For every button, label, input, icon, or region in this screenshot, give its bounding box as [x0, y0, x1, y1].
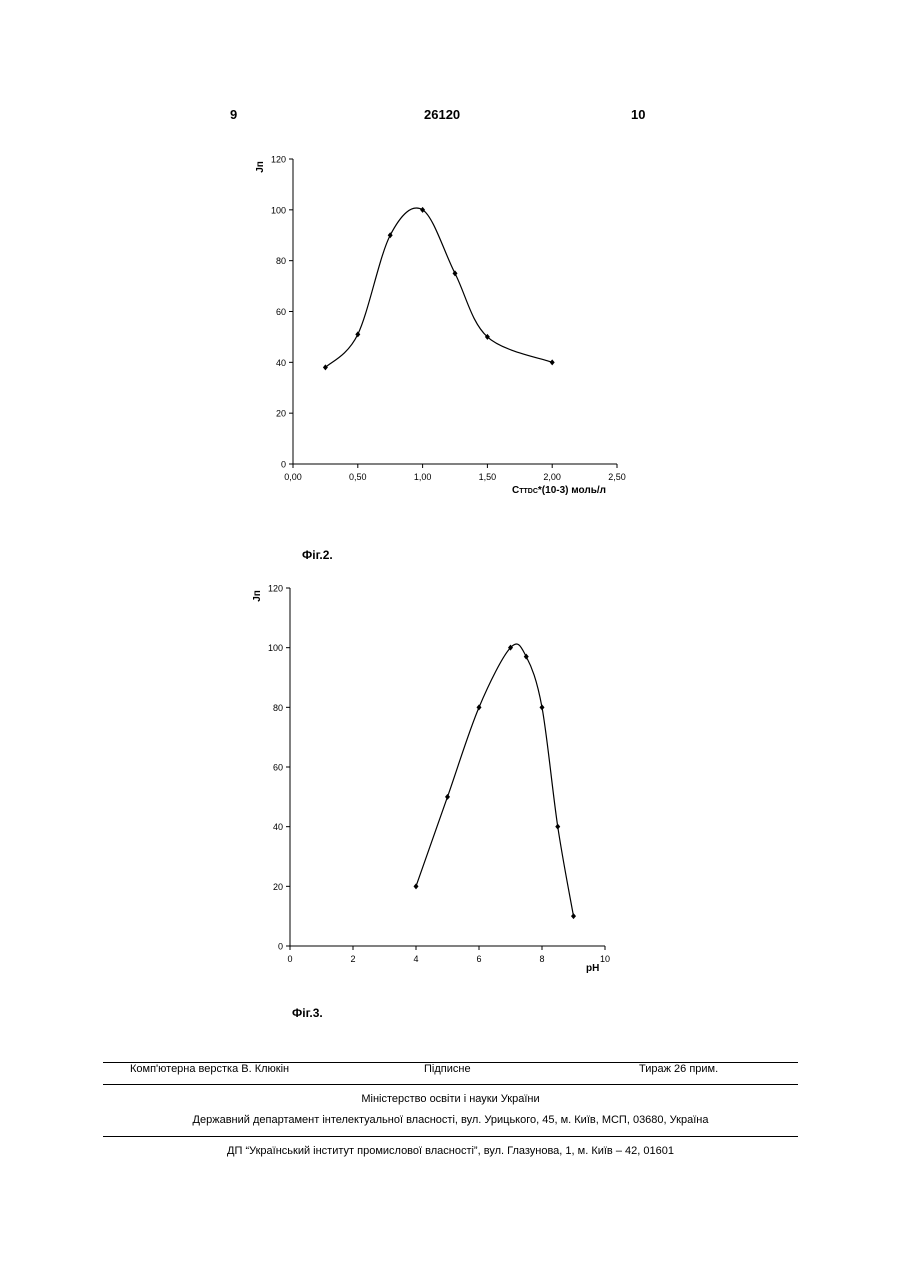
y-tick-label: 60: [273, 763, 283, 773]
x-tick-label: 8: [539, 954, 544, 964]
x-tick-label: 0: [287, 954, 292, 964]
x-axis-label: CTTDC*(10-3) моль/л: [512, 485, 606, 496]
footer-ministry: Міністерство освіти і науки України: [103, 1093, 798, 1105]
data-point: [550, 359, 555, 365]
y-tick-label: 80: [276, 256, 286, 266]
x-tick-label: 2: [350, 954, 355, 964]
y-tick-label: 100: [268, 643, 283, 653]
data-point: [477, 704, 482, 710]
y-axis-label: Jп: [252, 590, 263, 602]
y-tick-label: 0: [278, 942, 283, 952]
x-tick-label: 1,50: [479, 472, 497, 482]
y-tick-label: 40: [273, 822, 283, 832]
y-tick-label: 0: [281, 460, 286, 470]
y-tick-label: 80: [273, 703, 283, 713]
y-tick-label: 60: [276, 307, 286, 317]
data-point: [414, 883, 419, 889]
x-tick-label: 2,50: [608, 472, 626, 482]
series-line: [416, 644, 574, 916]
data-point: [453, 270, 458, 276]
footer-institute: ДП “Український інститут промислової вла…: [103, 1145, 798, 1157]
footer-rule-bottom: [103, 1136, 798, 1137]
footer-department: Державний департамент інтелектуальної вл…: [103, 1114, 798, 1126]
data-point: [571, 913, 576, 919]
x-tick-label: 10: [600, 954, 610, 964]
series-line: [325, 208, 552, 367]
data-point: [445, 794, 450, 800]
x-axis-label: pH: [586, 963, 599, 974]
y-tick-label: 40: [276, 358, 286, 368]
x-tick-label: 0,50: [349, 472, 367, 482]
data-point: [540, 704, 545, 710]
figure-3-chart: 0 20 40 60 80 100 120 0 2 4 6 8 10 Jп pH: [0, 560, 900, 990]
figure-2-chart: 0 20 40 60 80 100 120 0,00 0,50 1,00 1,50 2,00 2,50 J…: [0, 0, 900, 540]
footer-rule-middle: [103, 1084, 798, 1085]
x-tick-label: 6: [476, 954, 481, 964]
x-tick-label: 4: [413, 954, 418, 964]
footer-signed: Підписне: [424, 1063, 471, 1075]
y-tick-label: 120: [271, 155, 286, 165]
footer-circulation: Тираж 26 прим.: [639, 1063, 718, 1075]
y-tick-label: 20: [273, 882, 283, 892]
figure-3-caption: Фіг.3.: [292, 1006, 323, 1020]
data-point: [555, 824, 560, 830]
x-tick-label: 0,00: [284, 472, 302, 482]
y-tick-label: 20: [276, 409, 286, 419]
y-tick-label: 120: [268, 584, 283, 594]
x-tick-label: 2,00: [543, 472, 561, 482]
y-axis-label: Jп: [255, 161, 266, 173]
y-tick-label: 100: [271, 205, 286, 215]
footer-layout: Комп'ютерна верстка В. Клюкін: [130, 1063, 289, 1075]
x-tick-label: 1,00: [414, 472, 432, 482]
